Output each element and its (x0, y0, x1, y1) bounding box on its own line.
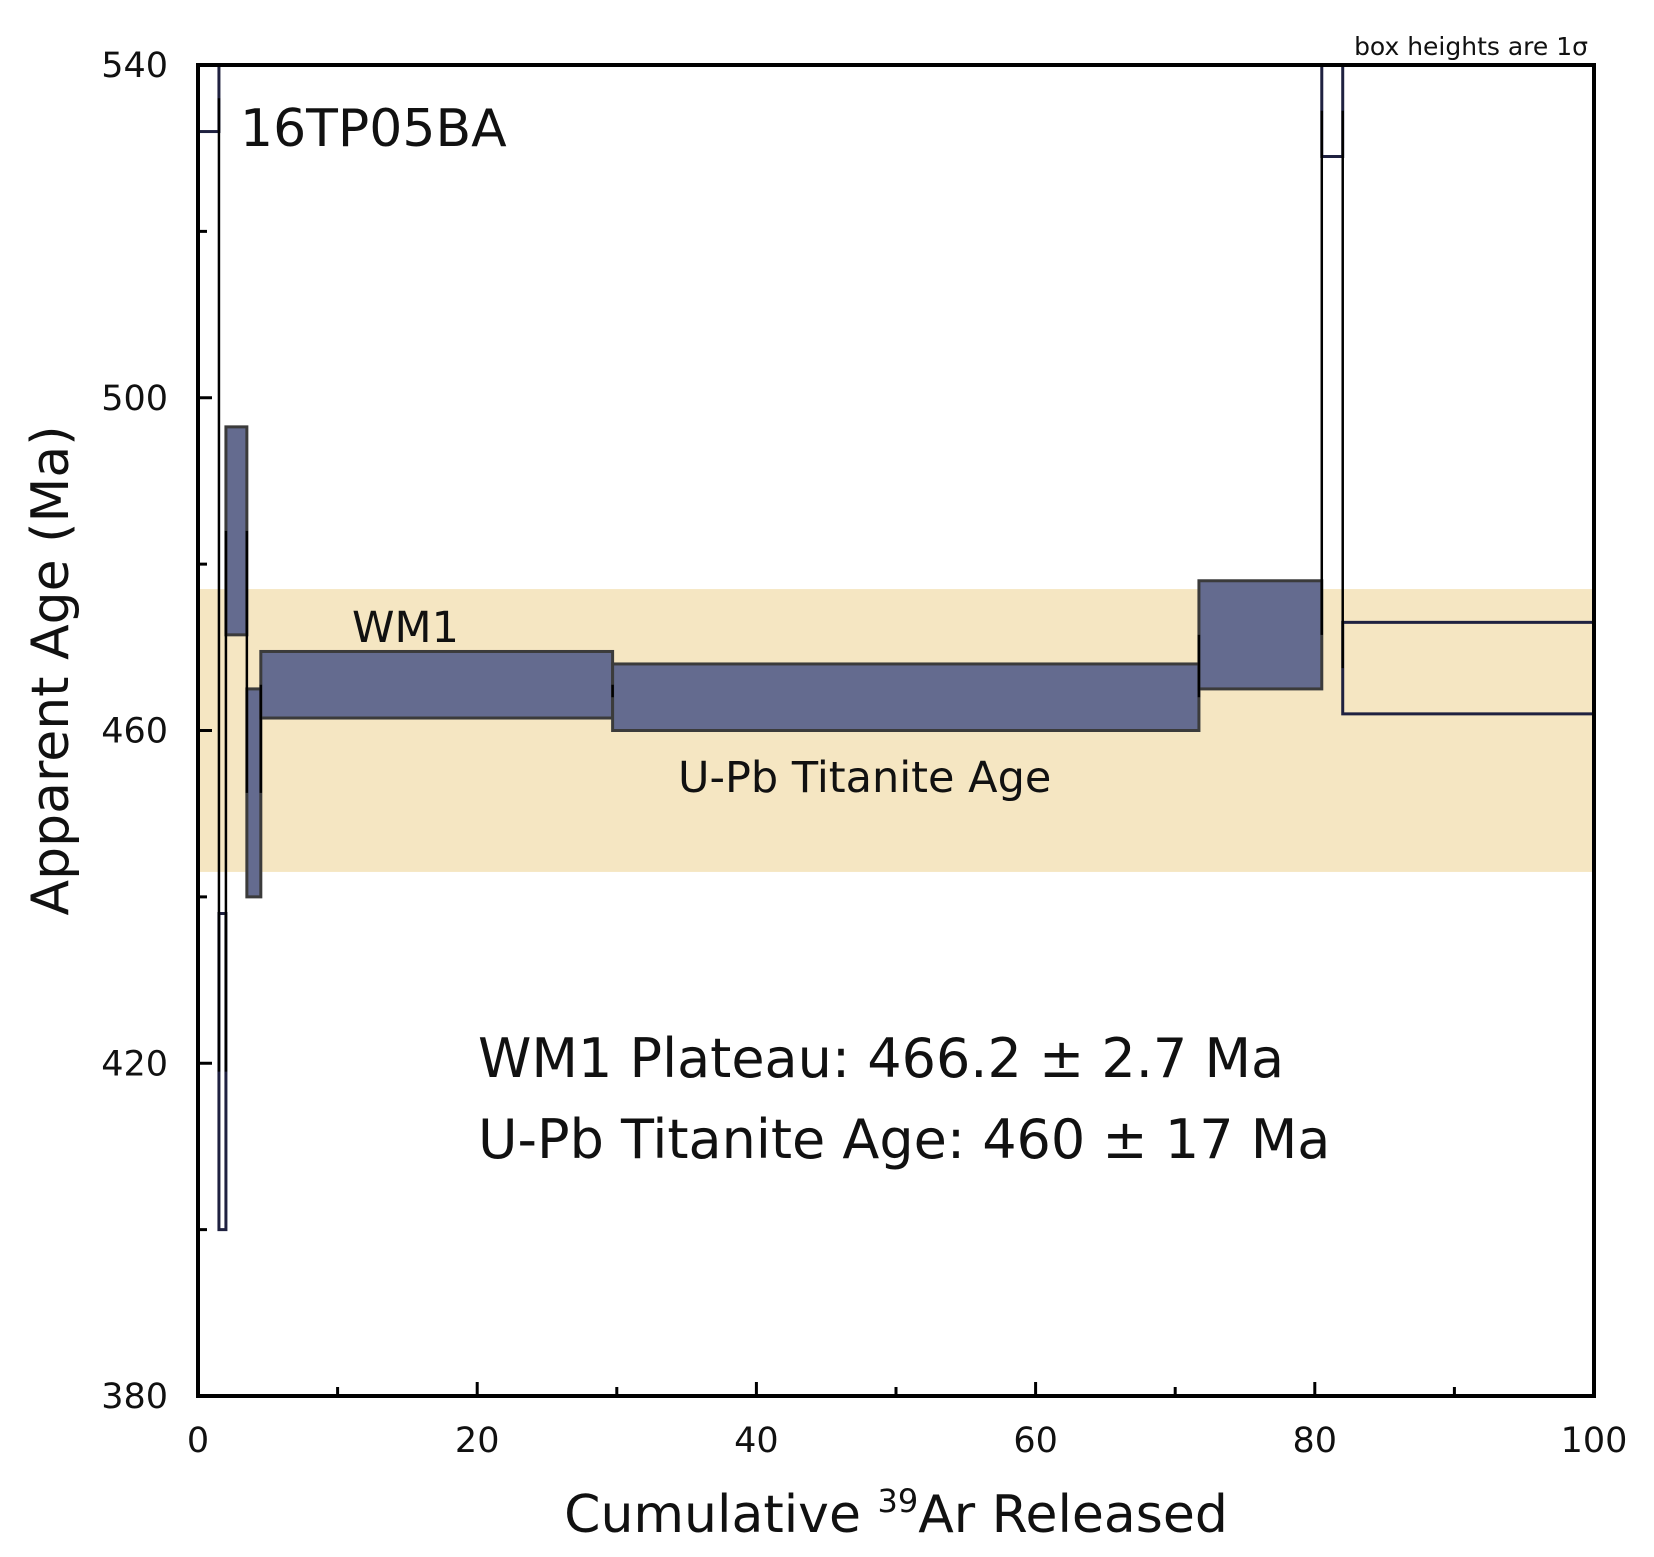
x-tick-label: 80 (1293, 1421, 1338, 1461)
y-tick-label: 380 (101, 1377, 168, 1417)
x-tick-label: 0 (187, 1421, 209, 1461)
step-box-included (1197, 579, 1324, 691)
x-axis-title-superscript: 39 (877, 1482, 918, 1520)
step-box-included (245, 687, 263, 899)
sample-label: 16TP05BA (240, 99, 507, 159)
y-tick-label: 500 (101, 379, 168, 419)
x-tick-label: 100 (1561, 1421, 1628, 1461)
x-tick-label: 20 (455, 1421, 500, 1461)
x-axis-title-suffix: Ar Released (918, 1485, 1228, 1545)
reference-band-label: U-Pb Titanite Age (678, 753, 1051, 803)
x-axis-title-prefix: Cumulative (564, 1485, 877, 1545)
y-axis-title: Apparent Age (Ma) (21, 426, 81, 916)
step-box-included (611, 662, 1201, 733)
y-tick-label: 540 (101, 46, 168, 86)
result-titanite: U-Pb Titanite Age: 460 ± 17 Ma (478, 1108, 1330, 1171)
box-height-note: box heights are 1σ (1354, 32, 1588, 61)
step-box-included (259, 649, 615, 720)
x-axis-title: Cumulative 39Ar Released (564, 1482, 1228, 1545)
y-tick-label: 460 (101, 712, 168, 752)
x-tick-label: 40 (734, 1421, 779, 1461)
step-box-excluded (196, 63, 221, 134)
result-plateau: WM1 Plateau: 466.2 ± 2.7 Ma (478, 1027, 1284, 1090)
step-box-included (224, 425, 249, 637)
plateau-label: WM1 (352, 603, 459, 653)
y-tick-label: 420 (101, 1044, 168, 1084)
step-box-excluded (1320, 63, 1345, 159)
x-tick-label: 60 (1013, 1421, 1058, 1461)
